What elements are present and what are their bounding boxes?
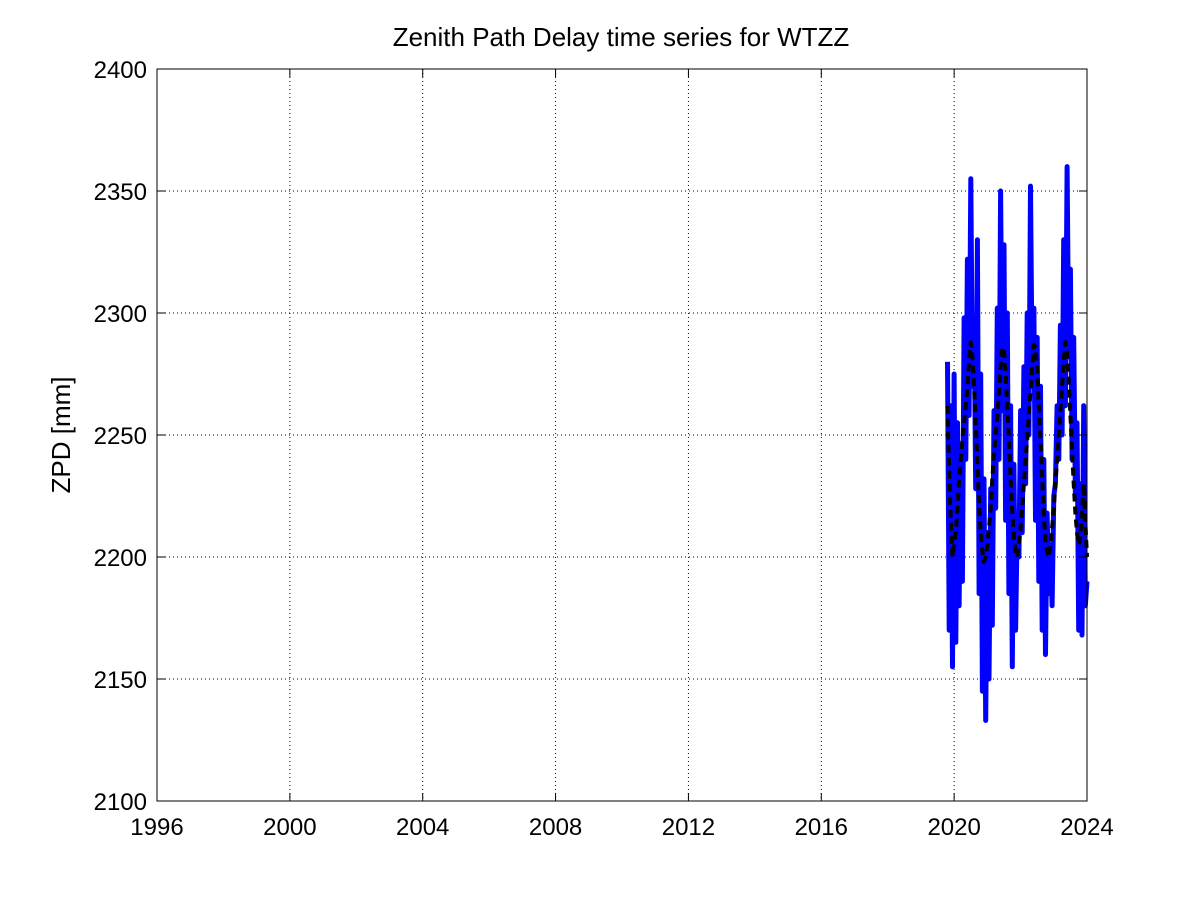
y-tick-label: 2300 (94, 301, 147, 328)
x-tick-labels: 1996 2000 2004 2008 2012 2016 2020 2024 (130, 814, 1113, 841)
y-tick-label: 2250 (94, 423, 147, 450)
y-tick-labels: 2100 2150 2200 2250 2300 2350 2400 (94, 57, 147, 816)
y-tick-label: 2100 (94, 789, 147, 816)
solid-series-line (945, 164, 1090, 723)
x-tick-label: 2012 (662, 814, 715, 841)
x-tick-label: 2008 (529, 814, 582, 841)
y-tick-label: 2350 (94, 179, 147, 206)
x-tick-label: 2024 (1060, 814, 1113, 841)
dashed-series-line (945, 340, 1089, 564)
x-tick-label: 2004 (396, 814, 449, 841)
tick-marks (156, 68, 1088, 802)
chart-title: Zenith Path Delay time series for WTZZ (393, 22, 850, 52)
x-tick-label: 1996 (130, 814, 183, 841)
y-tick-label: 2400 (94, 57, 147, 84)
x-tick-label: 2020 (927, 814, 980, 841)
x-tick-label: 2000 (263, 814, 316, 841)
plot-series (945, 164, 1090, 723)
x-tick-label: 2016 (795, 814, 848, 841)
y-tick-label: 2200 (94, 545, 147, 572)
grid-lines (157, 69, 1087, 801)
y-axis-label: ZPD [mm] (46, 377, 76, 494)
y-tick-label: 2150 (94, 667, 147, 694)
